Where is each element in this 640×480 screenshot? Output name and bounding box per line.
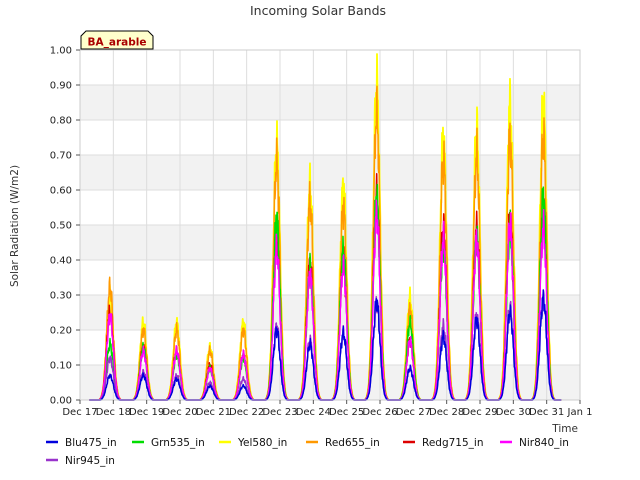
plot-band — [80, 155, 580, 190]
chart-title: Incoming Solar Bands — [250, 3, 386, 18]
plot-band — [80, 50, 580, 85]
y-tick-label: 0.00 — [50, 396, 72, 407]
legend: Blu475_in Grn535_in Yel580_in Red655_in Redg… — [46, 437, 569, 467]
y-tick-label: 0.30 — [50, 291, 72, 302]
y-tick-label: 0.70 — [50, 151, 72, 162]
y-axis-label: Solar Radiation (W/m2) — [9, 165, 21, 287]
x-tick-label: Dec 31 — [529, 407, 564, 418]
legend-label: Redg715_in — [422, 437, 483, 449]
y-tick-label: 0.40 — [50, 256, 72, 267]
x-tick-label: Dec 18 — [96, 407, 131, 418]
legend-label: Yel580_in — [237, 437, 287, 449]
x-tick-label: Dec 21 — [196, 407, 231, 418]
x-tick-label: Dec 20 — [162, 407, 197, 418]
y-axis-ticks: 0.00 0.10 0.20 0.30 0.40 0.50 0.60 0.70 0.80 0.90… — [50, 46, 80, 407]
legend-label: Nir840_in — [519, 437, 569, 449]
y-tick-label: 0.50 — [50, 221, 72, 232]
y-tick-label: 0.60 — [50, 186, 72, 197]
badge-shape — [80, 30, 154, 50]
plot-band — [80, 330, 580, 365]
x-tick-label: Jan 1 — [567, 407, 593, 418]
plot-band — [80, 260, 580, 295]
x-tick-label: Dec 17 — [62, 407, 97, 418]
y-tick-label: 0.10 — [50, 361, 72, 372]
plot-band — [80, 85, 580, 120]
legend-label: Nir945_in — [65, 455, 115, 467]
y-tick-label: 0.20 — [50, 326, 72, 337]
y-tick-label: 0.80 — [50, 116, 72, 127]
plot-band — [80, 190, 580, 225]
x-axis-label: Time — [551, 423, 578, 435]
y-tick-label: 0.90 — [50, 81, 72, 92]
x-tick-label: Dec 30 — [496, 407, 531, 418]
plot-band — [80, 120, 580, 155]
plot-background — [80, 50, 580, 400]
x-tick-label: Dec 29 — [462, 407, 497, 418]
plot-band — [80, 295, 580, 330]
badge-text: BA_arable — [88, 37, 147, 49]
station-badge: BA_arable — [80, 30, 154, 50]
x-tick-label: Dec 23 — [262, 407, 297, 418]
legend-label: Blu475_in — [65, 437, 117, 449]
legend-label: Red655_in — [325, 437, 380, 449]
legend-label: Grn535_in — [151, 437, 205, 449]
x-tick-label: Dec 24 — [296, 407, 331, 418]
x-tick-label: Dec 28 — [429, 407, 464, 418]
plot-band — [80, 365, 580, 400]
x-tick-label: Dec 22 — [229, 407, 264, 418]
plot-band — [80, 225, 580, 260]
x-tick-label: Dec 26 — [362, 407, 397, 418]
y-tick-label: 1.00 — [50, 46, 72, 57]
x-tick-label: Dec 25 — [329, 407, 364, 418]
x-tick-label: Dec 27 — [396, 407, 431, 418]
x-tick-label: Dec 19 — [129, 407, 164, 418]
